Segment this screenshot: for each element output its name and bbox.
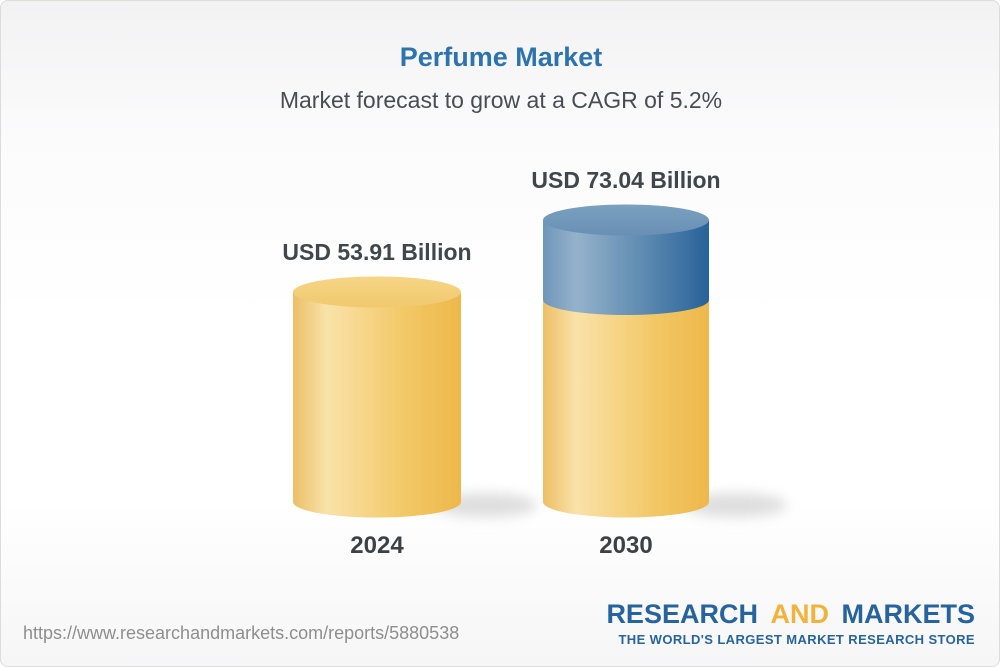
- value-label-2024: USD 53.91 Billion: [282, 239, 472, 265]
- chart-subtitle: Market forecast to grow at a CAGR of 5.2…: [279, 87, 723, 113]
- brand-logo-wordmark: RESEARCH AND MARKETS: [606, 601, 975, 628]
- cylinder-2030-top: [543, 204, 709, 236]
- cylinder-2024-body: [293, 292, 461, 518]
- cylinder-2024-top: [293, 276, 461, 308]
- logo-word-markets: MARKETS: [841, 599, 976, 629]
- x-axis-label-2024: 2024: [350, 532, 404, 559]
- x-axis-label-2030: 2030: [599, 532, 653, 559]
- value-label-2030: USD 73.04 Billion: [531, 167, 721, 193]
- chart-title: Perfume Market: [399, 42, 603, 72]
- cylinder-2030-growth-segment: [543, 220, 709, 315]
- logo-word-and: AND: [770, 599, 829, 629]
- logo-word-research: RESEARCH: [606, 599, 758, 629]
- cylinder-2024: [293, 276, 461, 518]
- cylinder-2030: [543, 204, 709, 518]
- logo-tagline: THE WORLD'S LARGEST MARKET RESEARCH STOR…: [618, 632, 975, 647]
- brand-logo[interactable]: RESEARCH AND MARKETS THE WORLD'S LARGEST…: [606, 601, 975, 647]
- source-url[interactable]: https://www.researchandmarkets.com/repor…: [23, 623, 460, 643]
